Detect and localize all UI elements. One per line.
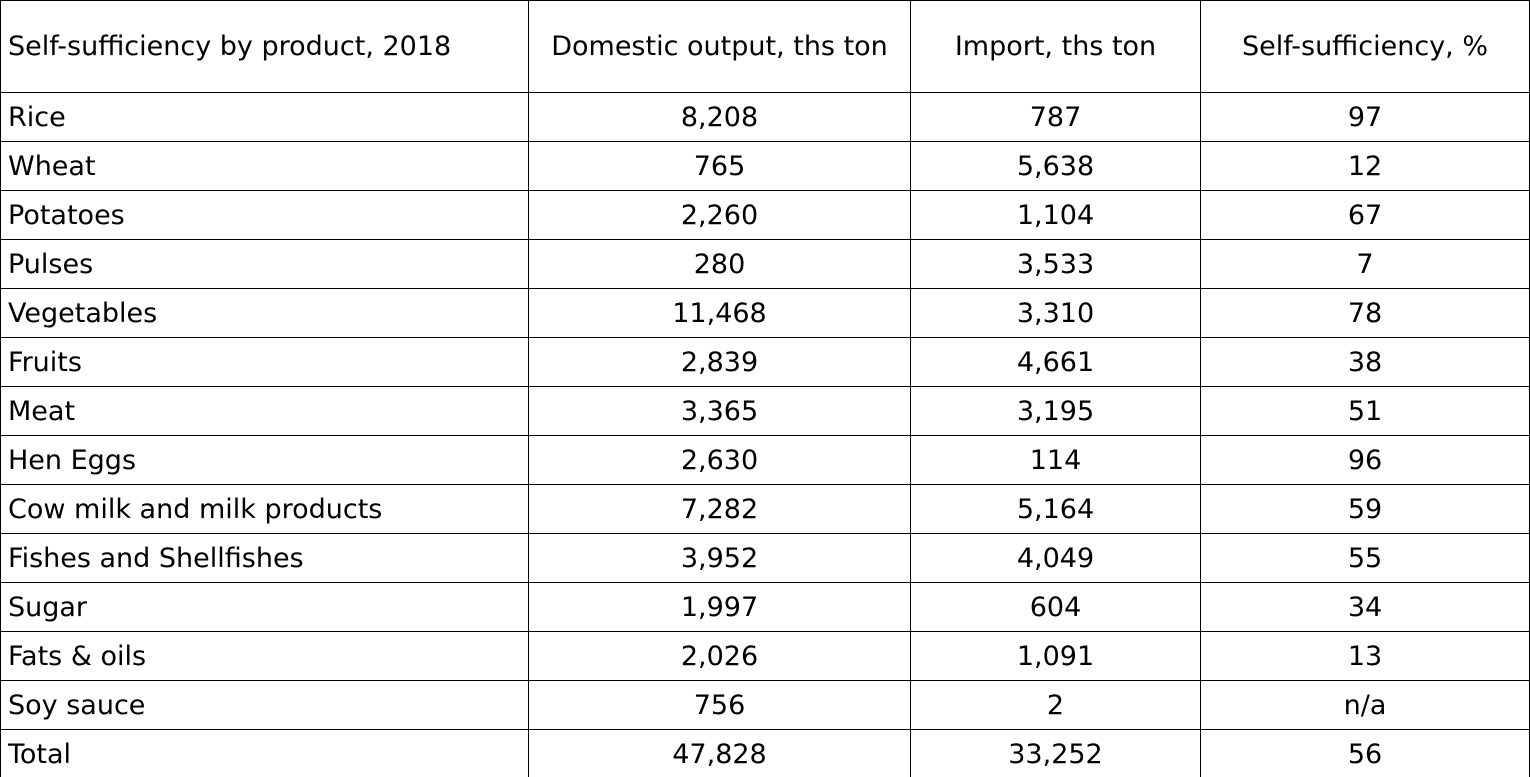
product-cell[interactable]: Rice	[0, 92, 529, 142]
table-row: Soy sauce 756 2 n/a	[0, 680, 1530, 730]
product-cell[interactable]: Pulses	[0, 239, 529, 289]
product-cell[interactable]: Wheat	[0, 141, 529, 191]
header-cell-import[interactable]: Import, ths ton	[910, 0, 1201, 93]
table-row: Potatoes 2,260 1,104 67	[0, 190, 1530, 240]
product-cell[interactable]: Sugar	[0, 582, 529, 632]
table-row: Fats & oils 2,026 1,091 13	[0, 631, 1530, 681]
table-row: Fishes and Shellfishes 3,952 4,049 55	[0, 533, 1530, 583]
import-cell[interactable]: 787	[910, 92, 1201, 142]
product-cell[interactable]: Fishes and Shellfishes	[0, 533, 529, 583]
self-sufficiency-cell[interactable]: 34	[1200, 582, 1530, 632]
table-row: Hen Eggs 2,630 114 96	[0, 435, 1530, 485]
import-cell[interactable]: 1,091	[910, 631, 1201, 681]
import-cell[interactable]: 5,638	[910, 141, 1201, 191]
self-sufficiency-cell[interactable]: 56	[1200, 729, 1530, 777]
table-row: Meat 3,365 3,195 51	[0, 386, 1530, 436]
product-cell[interactable]: Vegetables	[0, 288, 529, 338]
self-sufficiency-cell[interactable]: 7	[1200, 239, 1530, 289]
table-row: Cow milk and milk products 7,282 5,164 59	[0, 484, 1530, 534]
header-cell-product[interactable]: Self-sufficiency by product, 2018	[0, 0, 529, 93]
self-sufficiency-cell[interactable]: 67	[1200, 190, 1530, 240]
import-cell[interactable]: 114	[910, 435, 1201, 485]
import-cell[interactable]: 3,310	[910, 288, 1201, 338]
header-cell-self-sufficiency[interactable]: Self-sufficiency, %	[1200, 0, 1530, 93]
domestic-output-cell[interactable]: 1,997	[528, 582, 911, 632]
self-sufficiency-cell[interactable]: 12	[1200, 141, 1530, 191]
domestic-output-cell[interactable]: 11,468	[528, 288, 911, 338]
self-sufficiency-cell[interactable]: 51	[1200, 386, 1530, 436]
self-sufficiency-cell[interactable]: 96	[1200, 435, 1530, 485]
domestic-output-cell[interactable]: 756	[528, 680, 911, 730]
table-row: Vegetables 11,468 3,310 78	[0, 288, 1530, 338]
import-cell[interactable]: 3,195	[910, 386, 1201, 436]
self-sufficiency-cell[interactable]: 97	[1200, 92, 1530, 142]
domestic-output-cell[interactable]: 2,630	[528, 435, 911, 485]
import-cell[interactable]: 604	[910, 582, 1201, 632]
import-cell[interactable]: 4,661	[910, 337, 1201, 387]
import-cell[interactable]: 4,049	[910, 533, 1201, 583]
domestic-output-cell[interactable]: 2,026	[528, 631, 911, 681]
product-cell[interactable]: Potatoes	[0, 190, 529, 240]
import-cell[interactable]: 2	[910, 680, 1201, 730]
import-cell[interactable]: 1,104	[910, 190, 1201, 240]
product-cell[interactable]: Cow milk and milk products	[0, 484, 529, 534]
table-row: Sugar 1,997 604 34	[0, 582, 1530, 632]
self-sufficiency-cell[interactable]: 38	[1200, 337, 1530, 387]
table-row: Pulses 280 3,533 7	[0, 239, 1530, 289]
header-cell-domestic-output[interactable]: Domestic output, ths ton	[528, 0, 911, 93]
table-row: Rice 8,208 787 97	[0, 92, 1530, 142]
product-cell[interactable]: Hen Eggs	[0, 435, 529, 485]
product-cell[interactable]: Soy sauce	[0, 680, 529, 730]
import-cell[interactable]: 5,164	[910, 484, 1201, 534]
total-row: Total 47,828 33,252 56	[0, 729, 1530, 777]
self-sufficiency-cell[interactable]: 13	[1200, 631, 1530, 681]
self-sufficiency-cell[interactable]: 55	[1200, 533, 1530, 583]
product-cell[interactable]: Total	[0, 729, 529, 777]
domestic-output-cell[interactable]: 3,952	[528, 533, 911, 583]
self-sufficiency-cell[interactable]: 78	[1200, 288, 1530, 338]
table-row: Wheat 765 5,638 12	[0, 141, 1530, 191]
product-cell[interactable]: Fats & oils	[0, 631, 529, 681]
domestic-output-cell[interactable]: 2,260	[528, 190, 911, 240]
product-cell[interactable]: Fruits	[0, 337, 529, 387]
import-cell[interactable]: 33,252	[910, 729, 1201, 777]
header-row: Self-sufficiency by product, 2018 Domest…	[0, 0, 1530, 93]
domestic-output-cell[interactable]: 2,839	[528, 337, 911, 387]
domestic-output-cell[interactable]: 765	[528, 141, 911, 191]
self-sufficiency-cell[interactable]: 59	[1200, 484, 1530, 534]
domestic-output-cell[interactable]: 7,282	[528, 484, 911, 534]
domestic-output-cell[interactable]: 3,365	[528, 386, 911, 436]
domestic-output-cell[interactable]: 280	[528, 239, 911, 289]
product-cell[interactable]: Meat	[0, 386, 529, 436]
table-row: Fruits 2,839 4,661 38	[0, 337, 1530, 387]
self-sufficiency-cell[interactable]: n/a	[1200, 680, 1530, 730]
domestic-output-cell[interactable]: 8,208	[528, 92, 911, 142]
import-cell[interactable]: 3,533	[910, 239, 1201, 289]
domestic-output-cell[interactable]: 47,828	[528, 729, 911, 777]
